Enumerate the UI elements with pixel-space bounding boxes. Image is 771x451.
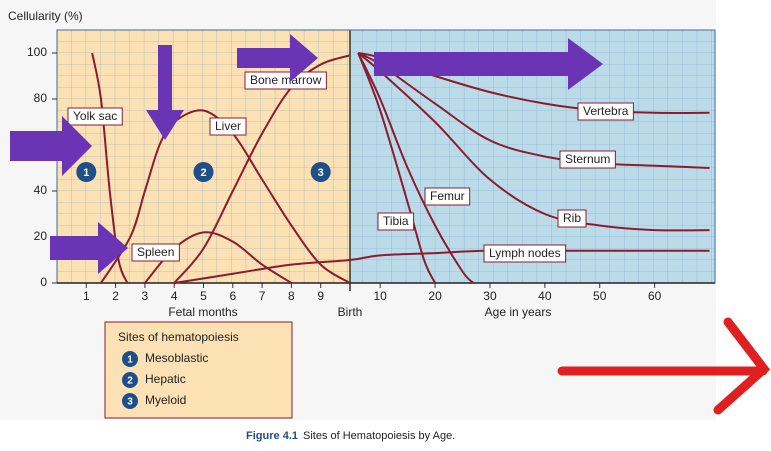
- series-label-box: [131, 243, 180, 262]
- x-segment-label: Fetal months: [168, 305, 237, 319]
- series-label: Femur: [424, 187, 471, 206]
- region-marker: [193, 162, 214, 182]
- series-label-text: Vertebra: [583, 104, 629, 118]
- series-label-box: [483, 244, 567, 263]
- region-number: 2: [200, 167, 206, 179]
- legend-label: Mesoblastic: [145, 351, 208, 365]
- series-label: Yolk sac: [67, 107, 123, 126]
- arrow: [50, 222, 128, 274]
- x-tick-label: 7: [259, 289, 266, 303]
- y-tick-label: 80: [34, 91, 48, 105]
- series-label-box: [67, 107, 123, 126]
- series-label: Vertebra: [577, 102, 634, 121]
- y-tick-label: 0: [40, 275, 47, 289]
- legend-title: Sites of hematopoiesis: [118, 330, 239, 344]
- series-label-text: Femur: [430, 189, 465, 203]
- series-label-box: [244, 71, 327, 90]
- x-tick-label: 5: [200, 289, 207, 303]
- arrow-head: [713, 317, 771, 415]
- x-tick-label: 8: [288, 289, 295, 303]
- x-tick-label: 40: [538, 289, 552, 303]
- arrow: [374, 38, 603, 90]
- series-line: [91, 52, 129, 284]
- series-label-text: Rib: [563, 211, 581, 225]
- x-tick-label: 30: [483, 289, 497, 303]
- legend-label: Hepatic: [145, 372, 186, 386]
- y-axis-label: Cellularity (%): [8, 9, 83, 23]
- legend-marker: [122, 372, 138, 388]
- legend-number: 3: [127, 397, 133, 408]
- x-tick-label: 20: [428, 289, 442, 303]
- y-tick-label: 40: [34, 183, 48, 197]
- birth-label: Birth: [338, 305, 363, 319]
- region-number: 3: [318, 167, 324, 179]
- series-label-text: Liver: [215, 119, 241, 133]
- legend-marker: [122, 351, 138, 367]
- arrow: [10, 116, 92, 176]
- x-tick-label: 3: [142, 289, 149, 303]
- legend-number: 2: [127, 376, 133, 387]
- series-label: Lymph nodes: [483, 244, 567, 263]
- x-tick-label: 4: [171, 289, 178, 303]
- y-tick-label: 100: [27, 45, 47, 59]
- series-label-text: Lymph nodes: [489, 246, 561, 260]
- legend-label: Myeloid: [145, 393, 186, 407]
- series-label-text: Sternum: [565, 152, 610, 166]
- series-line: [173, 54, 351, 284]
- series-label: Rib: [557, 209, 587, 228]
- red-arrow: [557, 317, 771, 415]
- legend-marker: [122, 393, 138, 409]
- x-tick-label: 60: [648, 289, 662, 303]
- region-number: 1: [83, 167, 89, 179]
- series-label-box: [557, 209, 587, 228]
- series-label-text: Spleen: [137, 245, 174, 259]
- series-line: [174, 249, 710, 284]
- annotation-arrows: [10, 34, 603, 274]
- x-segment-label: Age in years: [485, 305, 552, 319]
- series-line: [357, 52, 436, 284]
- series-label-box: [424, 187, 471, 206]
- caption-label: Figure 4.1: [246, 430, 298, 442]
- series-label: Sternum: [559, 150, 616, 169]
- arrow: [237, 34, 318, 82]
- series-line: [357, 52, 475, 284]
- legend: Sites of hematopoiesis 1 Mesoblastic 2 Hepa…: [104, 321, 293, 419]
- series-label: Bone marrow: [244, 71, 327, 90]
- x-tick-label: 9: [317, 289, 324, 303]
- series-label: Liver: [209, 117, 247, 136]
- region-marker: [310, 162, 331, 182]
- caption-text: Sites of Hematopoiesis by Age.: [303, 430, 455, 442]
- x-tick-label: 10: [374, 289, 388, 303]
- series-label-text: Bone marrow: [250, 73, 322, 87]
- x-tick-label: 2: [112, 289, 119, 303]
- series-label-box: [377, 212, 415, 231]
- x-tick-label: 6: [229, 289, 236, 303]
- x-tick-label: 1: [83, 289, 90, 303]
- series-label-box: [577, 102, 634, 121]
- arrow: [146, 45, 184, 140]
- series-label-text: Yolk sac: [73, 109, 117, 123]
- series-label-box: [559, 150, 616, 169]
- series-line: [357, 52, 710, 232]
- x-tick-label: 50: [593, 289, 607, 303]
- series-label-text: Tibia: [383, 214, 409, 228]
- y-tick-label: 20: [34, 229, 48, 243]
- series-label: Tibia: [377, 212, 415, 231]
- series-line: [100, 109, 351, 284]
- series-label: Spleen: [131, 243, 180, 262]
- region-marker: [76, 162, 97, 182]
- series-label-box: [209, 117, 247, 136]
- legend-number: 1: [127, 355, 133, 366]
